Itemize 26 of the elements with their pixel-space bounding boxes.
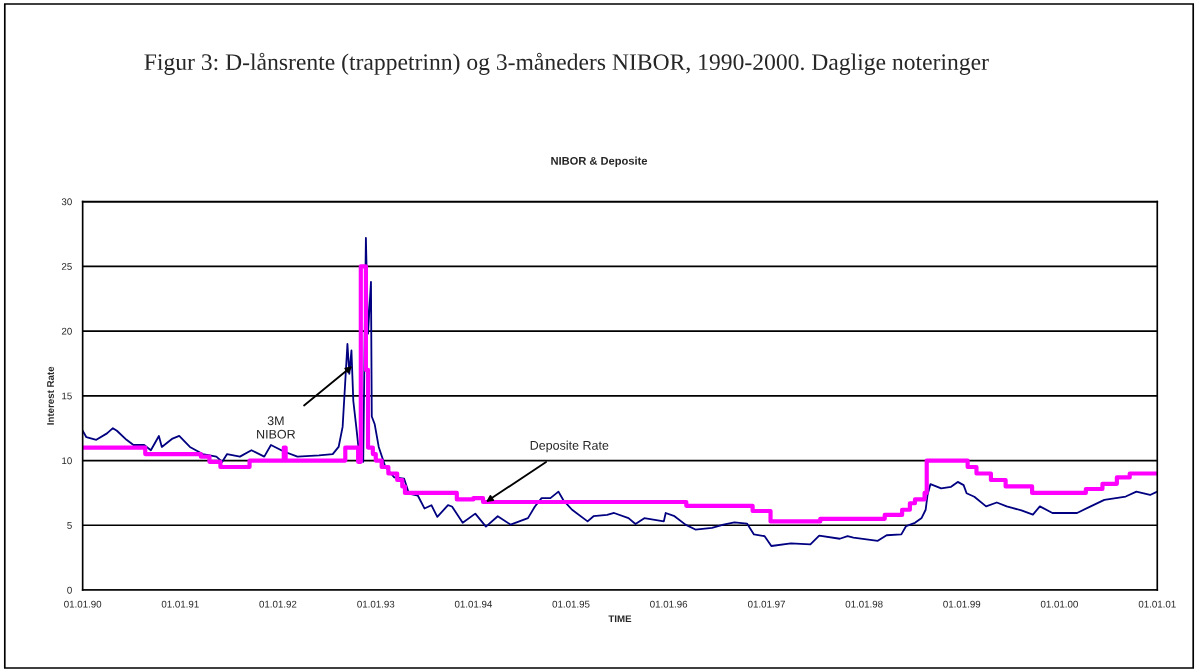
x-tick-label: 01.01.95 <box>552 600 590 608</box>
annotation: 3M NIBOR <box>257 416 296 439</box>
x-axis-title: TIME <box>608 615 632 623</box>
x-tick-label: 01.01.93 <box>357 600 395 608</box>
x-tick-label: 01.01.01 <box>1138 600 1176 608</box>
x-tick-label: 01.01.96 <box>650 600 688 608</box>
chart-title: Figur 3: D-lånsrente (trappetrinn) og 3-måneders NIBOR, 1990-2000. Daglige noteringer <box>144 52 989 75</box>
annotation: Deposite Rate <box>530 440 609 453</box>
x-tick-label: 01.01.91 <box>161 600 199 608</box>
x-tick-label: 01.01.90 <box>64 600 102 608</box>
x-tick-label: 01.01.98 <box>845 600 883 608</box>
y-tick-label: 25 <box>61 263 72 270</box>
y-axis-title: Interest Rate <box>47 366 54 425</box>
y-tick-label: 20 <box>61 327 72 335</box>
x-tick-label: 01.01.97 <box>747 600 785 608</box>
x-tick-label: 01.01.94 <box>454 600 493 608</box>
y-tick-label: 0 <box>67 586 72 594</box>
y-tick-label: 10 <box>62 457 72 465</box>
chart-subtitle: NIBOR & Deposite <box>551 156 648 167</box>
y-tick-label: 15 <box>62 392 72 400</box>
x-tick-label: 01.01.00 <box>1040 600 1078 608</box>
x-tick-label: 01.01.92 <box>259 600 297 608</box>
x-tick-label: 01.01.99 <box>943 600 981 608</box>
y-tick-label: 30 <box>61 198 72 206</box>
y-tick-label: 5 <box>67 522 72 529</box>
line-series <box>82 236 1158 547</box>
